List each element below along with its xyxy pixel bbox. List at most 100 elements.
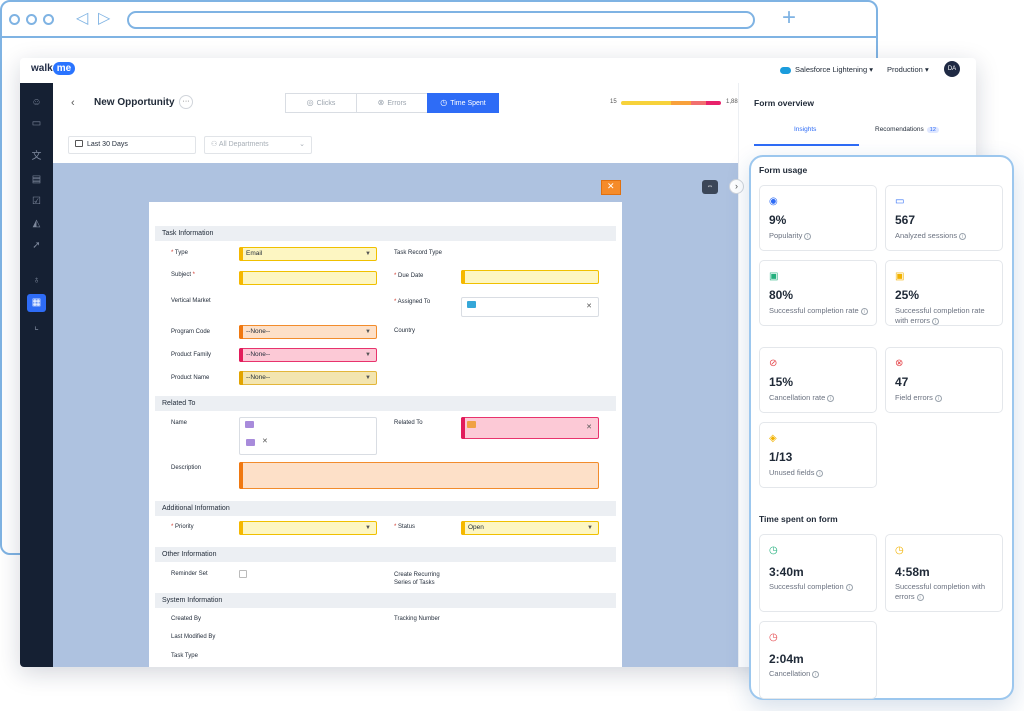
info-icon[interactable]: i xyxy=(916,594,924,601)
more-button[interactable]: ··· xyxy=(179,95,193,109)
scale-min: 15 xyxy=(610,99,617,105)
form-usage-card: Form usage ◉ 9% Popularity i ▭ 567 Analyzed se… xyxy=(749,155,1014,700)
field-label: * Assigned To xyxy=(394,299,431,305)
tab-time-spent[interactable]: ◷ Time Spent xyxy=(427,93,499,113)
assigned-to-lookup[interactable]: ✕ xyxy=(461,297,599,317)
info-icon[interactable]: i xyxy=(804,233,812,240)
product-family-select[interactable]: --None-- ▼ xyxy=(239,348,377,362)
environment-selector[interactable]: Salesforce Lightening ▾ xyxy=(780,65,873,74)
view-tabs: ◎ Clicks ⊗ Errors ◷ Time Spent xyxy=(285,93,499,113)
form-analytics-icon[interactable]: ▦ xyxy=(27,294,46,312)
checklist-icon[interactable]: ☑ xyxy=(32,196,41,207)
translate-icon[interactable]: 文 xyxy=(31,151,42,162)
clear-icon[interactable]: ✕ xyxy=(586,303,592,310)
field-label: Create Recurring Series of Tasks xyxy=(394,572,440,586)
subject-input[interactable] xyxy=(239,271,377,285)
back-chevron-icon[interactable]: ‹ xyxy=(71,97,75,109)
metric-label: Field errors i xyxy=(895,393,999,403)
forward-arrow-icon[interactable]: ▷ xyxy=(98,10,111,27)
info-icon[interactable]: i xyxy=(932,318,940,325)
info-icon[interactable]: i xyxy=(845,584,853,591)
date-filter[interactable]: Last 30 Days xyxy=(68,136,196,154)
smile-icon[interactable]: ☺ xyxy=(31,97,42,108)
tab-insights[interactable]: Insights xyxy=(794,126,817,133)
caret-down-icon: ▼ xyxy=(365,329,371,335)
expand-icon[interactable]: ⇔ xyxy=(702,180,718,194)
time-title: Time spent on form xyxy=(759,514,838,524)
metric-tile[interactable]: ◷ 4:58m Successful completion with errors i xyxy=(885,534,1003,612)
metric-value: 2:04m xyxy=(769,652,804,666)
metric-tile[interactable]: ◉ 9% Popularity i xyxy=(759,185,877,251)
type-select[interactable]: Email ▼ xyxy=(239,247,377,261)
chart-icon[interactable]: ⌞ xyxy=(34,321,39,332)
metric-tile[interactable]: ⊗ 47 Field errors i xyxy=(885,347,1003,413)
field-label: Task Type xyxy=(171,653,198,659)
metric-tile[interactable]: ▣ 25% Successful completion rate with erro… xyxy=(885,260,1003,326)
metric-label-text: Successful completion xyxy=(769,582,844,591)
field-label: Product Name xyxy=(171,375,210,381)
info-icon[interactable]: i xyxy=(959,233,967,240)
usage-title: Form usage xyxy=(759,165,808,175)
metric-tile[interactable]: ◈ 1/13 Unused fields i xyxy=(759,422,877,488)
walkme-logo: walk me xyxy=(31,62,76,75)
mode-selector[interactable]: Production ▾ xyxy=(887,65,929,74)
avatar[interactable]: DA xyxy=(944,61,960,77)
field-label: Country xyxy=(394,328,416,334)
info-icon[interactable]: i xyxy=(860,308,868,315)
graduation-icon[interactable]: ◭ xyxy=(32,218,41,229)
new-tab-icon[interactable]: + xyxy=(782,4,797,31)
metric-label-text: Cancellation rate xyxy=(769,393,826,402)
info-icon[interactable]: i xyxy=(827,395,835,402)
rocket-icon[interactable]: ➚ xyxy=(32,240,41,251)
program-code-select[interactable]: --None-- ▼ xyxy=(239,325,377,339)
section-header: System Information xyxy=(155,593,616,608)
field-label: Related To xyxy=(394,420,423,426)
tab-clicks[interactable]: ◎ Clicks xyxy=(285,93,357,113)
metric-label: Successful completion i xyxy=(769,582,873,592)
metric-label: Cancellation rate i xyxy=(769,393,873,403)
info-icon[interactable]: i xyxy=(812,671,820,678)
metric-tile[interactable]: ⊘ 15% Cancellation rate i xyxy=(759,347,877,413)
collapse-chevron-icon[interactable]: › xyxy=(729,179,744,194)
window-dot-icon xyxy=(9,14,20,25)
priority-select[interactable]: ▼ xyxy=(239,521,377,535)
back-arrow-icon[interactable]: ◁ xyxy=(76,10,89,27)
tab-errors[interactable]: ⊗ Errors xyxy=(356,93,428,113)
metric-tile[interactable]: ▣ 80% Successful completion rate i xyxy=(759,260,877,326)
info-icon[interactable]: i xyxy=(816,470,824,477)
window-dot-icon xyxy=(43,14,54,25)
metric-icon: ⊗ xyxy=(895,358,904,369)
address-bar[interactable] xyxy=(127,11,755,29)
metric-tile[interactable]: ◷ 2:04m Cancellation i xyxy=(759,621,877,699)
metric-tile[interactable]: ◷ 3:40m Successful completion i xyxy=(759,534,877,612)
clear-icon[interactable]: ✕ xyxy=(262,438,268,445)
related-to-lookup[interactable]: ✕ xyxy=(461,417,599,439)
reminder-checkbox[interactable] xyxy=(239,570,247,578)
close-icon[interactable] xyxy=(601,180,621,195)
department-filter[interactable]: ⚇ All Departments ⌄ xyxy=(204,136,312,154)
field-label: Program Code xyxy=(171,329,211,335)
info-icon[interactable]: i xyxy=(934,395,942,402)
description-textarea[interactable] xyxy=(239,462,599,489)
section-header: Task Information xyxy=(155,226,616,241)
browser-toolbar: ◁ ▷ + xyxy=(2,2,876,38)
clicks-icon: ◎ xyxy=(306,98,314,107)
metric-label-text: Successful completion rate with errors xyxy=(895,306,985,325)
status-select[interactable]: Open ▼ xyxy=(461,521,599,535)
document-icon[interactable]: ▤ xyxy=(31,174,42,185)
field-label: Vertical Market xyxy=(171,298,211,304)
clear-icon[interactable]: ✕ xyxy=(586,424,592,431)
folder-icon[interactable]: ▭ xyxy=(31,118,42,129)
caret-down-icon: ▼ xyxy=(365,352,371,358)
name-lookup[interactable]: ✕ xyxy=(239,417,377,455)
product-name-select[interactable]: --None-- ▼ xyxy=(239,371,377,385)
tab-recommendations[interactable]: Recomendations 12 xyxy=(875,126,939,133)
metric-icon: ▣ xyxy=(895,271,905,282)
metric-value: 15% xyxy=(769,375,794,389)
metric-tile[interactable]: ▭ 567 Analyzed sessions i xyxy=(885,185,1003,251)
caret-down-icon: ▼ xyxy=(365,251,371,257)
due-date-input[interactable] xyxy=(461,270,599,284)
scale-max: 1,882 xyxy=(726,99,742,105)
bulb-icon[interactable]: ♁ xyxy=(32,275,41,286)
field-label: Created By xyxy=(171,616,202,622)
